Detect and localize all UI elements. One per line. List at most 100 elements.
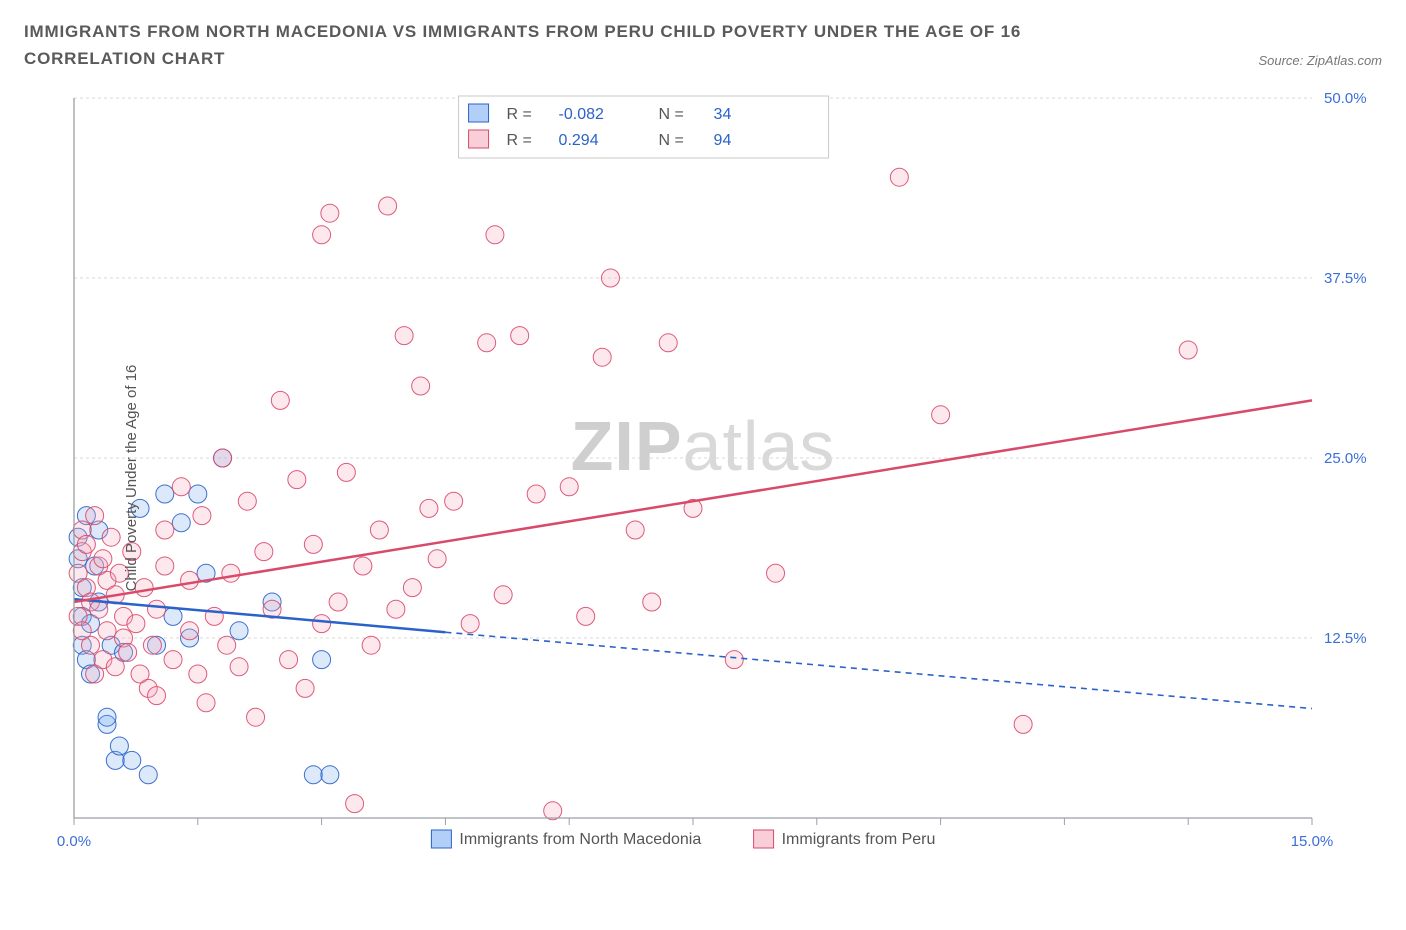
data-point — [181, 572, 199, 590]
svg-text:-0.082: -0.082 — [559, 106, 604, 123]
legend-swatch — [754, 830, 774, 848]
svg-text:N =: N = — [659, 132, 684, 149]
data-point — [626, 521, 644, 539]
data-point — [127, 615, 145, 633]
data-point — [313, 651, 331, 669]
data-point — [156, 521, 174, 539]
svg-text:0.294: 0.294 — [559, 132, 599, 149]
svg-text:34: 34 — [714, 106, 732, 123]
data-point — [478, 334, 496, 352]
legend-label: Immigrants from Peru — [782, 831, 936, 848]
svg-text:94: 94 — [714, 132, 732, 149]
data-point — [189, 485, 207, 503]
data-point — [1179, 341, 1197, 359]
legend-swatch — [431, 830, 451, 848]
data-point — [313, 615, 331, 633]
data-point — [106, 658, 124, 676]
data-point — [379, 197, 397, 215]
data-point — [230, 658, 248, 676]
data-point — [214, 449, 232, 467]
data-point — [486, 226, 504, 244]
data-point — [890, 169, 908, 187]
data-point — [461, 615, 479, 633]
data-point — [189, 665, 207, 683]
correlation-scatter-chart: ZIPatlas0.0%15.0%25.0%50.0%12.5%37.5%R =… — [24, 78, 1382, 878]
data-point — [77, 536, 95, 554]
data-point — [156, 557, 174, 575]
svg-text:R =: R = — [507, 106, 532, 123]
svg-text:37.5%: 37.5% — [1324, 270, 1367, 287]
data-point — [560, 478, 578, 496]
data-point — [102, 529, 120, 547]
data-point — [271, 392, 289, 410]
data-point — [82, 637, 100, 655]
data-point — [412, 377, 430, 395]
data-point — [156, 485, 174, 503]
data-point — [238, 493, 256, 511]
legend-swatch — [469, 130, 489, 148]
data-point — [337, 464, 355, 482]
data-point — [247, 709, 265, 727]
svg-text:N =: N = — [659, 106, 684, 123]
svg-text:0.0%: 0.0% — [57, 833, 91, 850]
data-point — [511, 327, 529, 345]
data-point — [148, 687, 166, 705]
data-point — [329, 593, 347, 611]
data-point — [593, 349, 611, 367]
data-point — [527, 485, 545, 503]
data-point — [395, 327, 413, 345]
source-label: Source: ZipAtlas.com — [1258, 53, 1382, 68]
data-point — [123, 752, 141, 770]
data-point — [420, 500, 438, 518]
data-point — [601, 269, 619, 287]
data-point — [321, 205, 339, 223]
data-point — [346, 795, 364, 813]
svg-text:ZIPatlas: ZIPatlas — [571, 407, 836, 485]
data-point — [494, 586, 512, 604]
svg-text:50.0%: 50.0% — [1324, 90, 1367, 107]
data-point — [767, 565, 785, 583]
legend-label: Immigrants from North Macedonia — [459, 831, 701, 848]
data-point — [280, 651, 298, 669]
data-point — [148, 601, 166, 619]
y-axis-label: Child Poverty Under the Age of 16 — [123, 365, 140, 592]
data-point — [387, 601, 405, 619]
data-point — [932, 406, 950, 424]
data-point — [296, 680, 314, 698]
data-point — [110, 737, 128, 755]
data-point — [428, 550, 446, 568]
data-point — [288, 471, 306, 489]
data-point — [725, 651, 743, 669]
chart-title: IMMIGRANTS FROM NORTH MACEDONIA VS IMMIG… — [24, 18, 1144, 72]
data-point — [119, 644, 137, 662]
data-point — [362, 637, 380, 655]
data-point — [193, 507, 211, 525]
svg-text:R =: R = — [507, 132, 532, 149]
data-point — [544, 802, 562, 820]
data-point — [403, 579, 421, 597]
data-point — [321, 766, 339, 784]
svg-text:15.0%: 15.0% — [1291, 833, 1334, 850]
data-point — [172, 514, 190, 532]
data-point — [1014, 716, 1032, 734]
data-point — [445, 493, 463, 511]
data-point — [218, 637, 236, 655]
data-point — [304, 766, 322, 784]
data-point — [304, 536, 322, 554]
data-point — [659, 334, 677, 352]
trend-line-extrapolated — [445, 633, 1312, 709]
data-point — [172, 478, 190, 496]
data-point — [164, 608, 182, 626]
data-point — [98, 622, 116, 640]
data-point — [313, 226, 331, 244]
data-point — [255, 543, 273, 561]
data-point — [230, 622, 248, 640]
data-point — [86, 507, 104, 525]
data-point — [577, 608, 595, 626]
data-point — [370, 521, 388, 539]
data-point — [354, 557, 372, 575]
legend-swatch — [469, 104, 489, 122]
data-point — [139, 766, 157, 784]
data-point — [222, 565, 240, 583]
data-point — [143, 637, 161, 655]
